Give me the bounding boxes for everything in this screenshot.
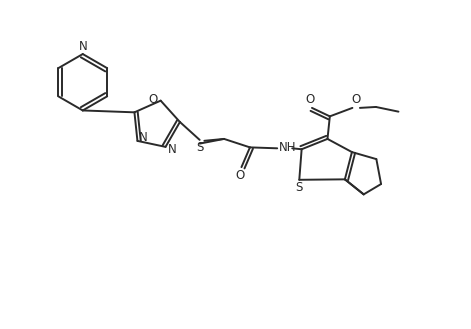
Text: NH: NH <box>279 141 296 154</box>
Text: S: S <box>196 141 204 154</box>
Text: N: N <box>78 39 87 53</box>
Text: O: O <box>305 93 314 106</box>
Text: O: O <box>148 93 158 106</box>
Text: O: O <box>236 169 245 182</box>
Text: S: S <box>295 181 302 194</box>
Text: O: O <box>351 93 360 106</box>
Text: N: N <box>168 143 177 156</box>
Text: N: N <box>138 131 147 144</box>
